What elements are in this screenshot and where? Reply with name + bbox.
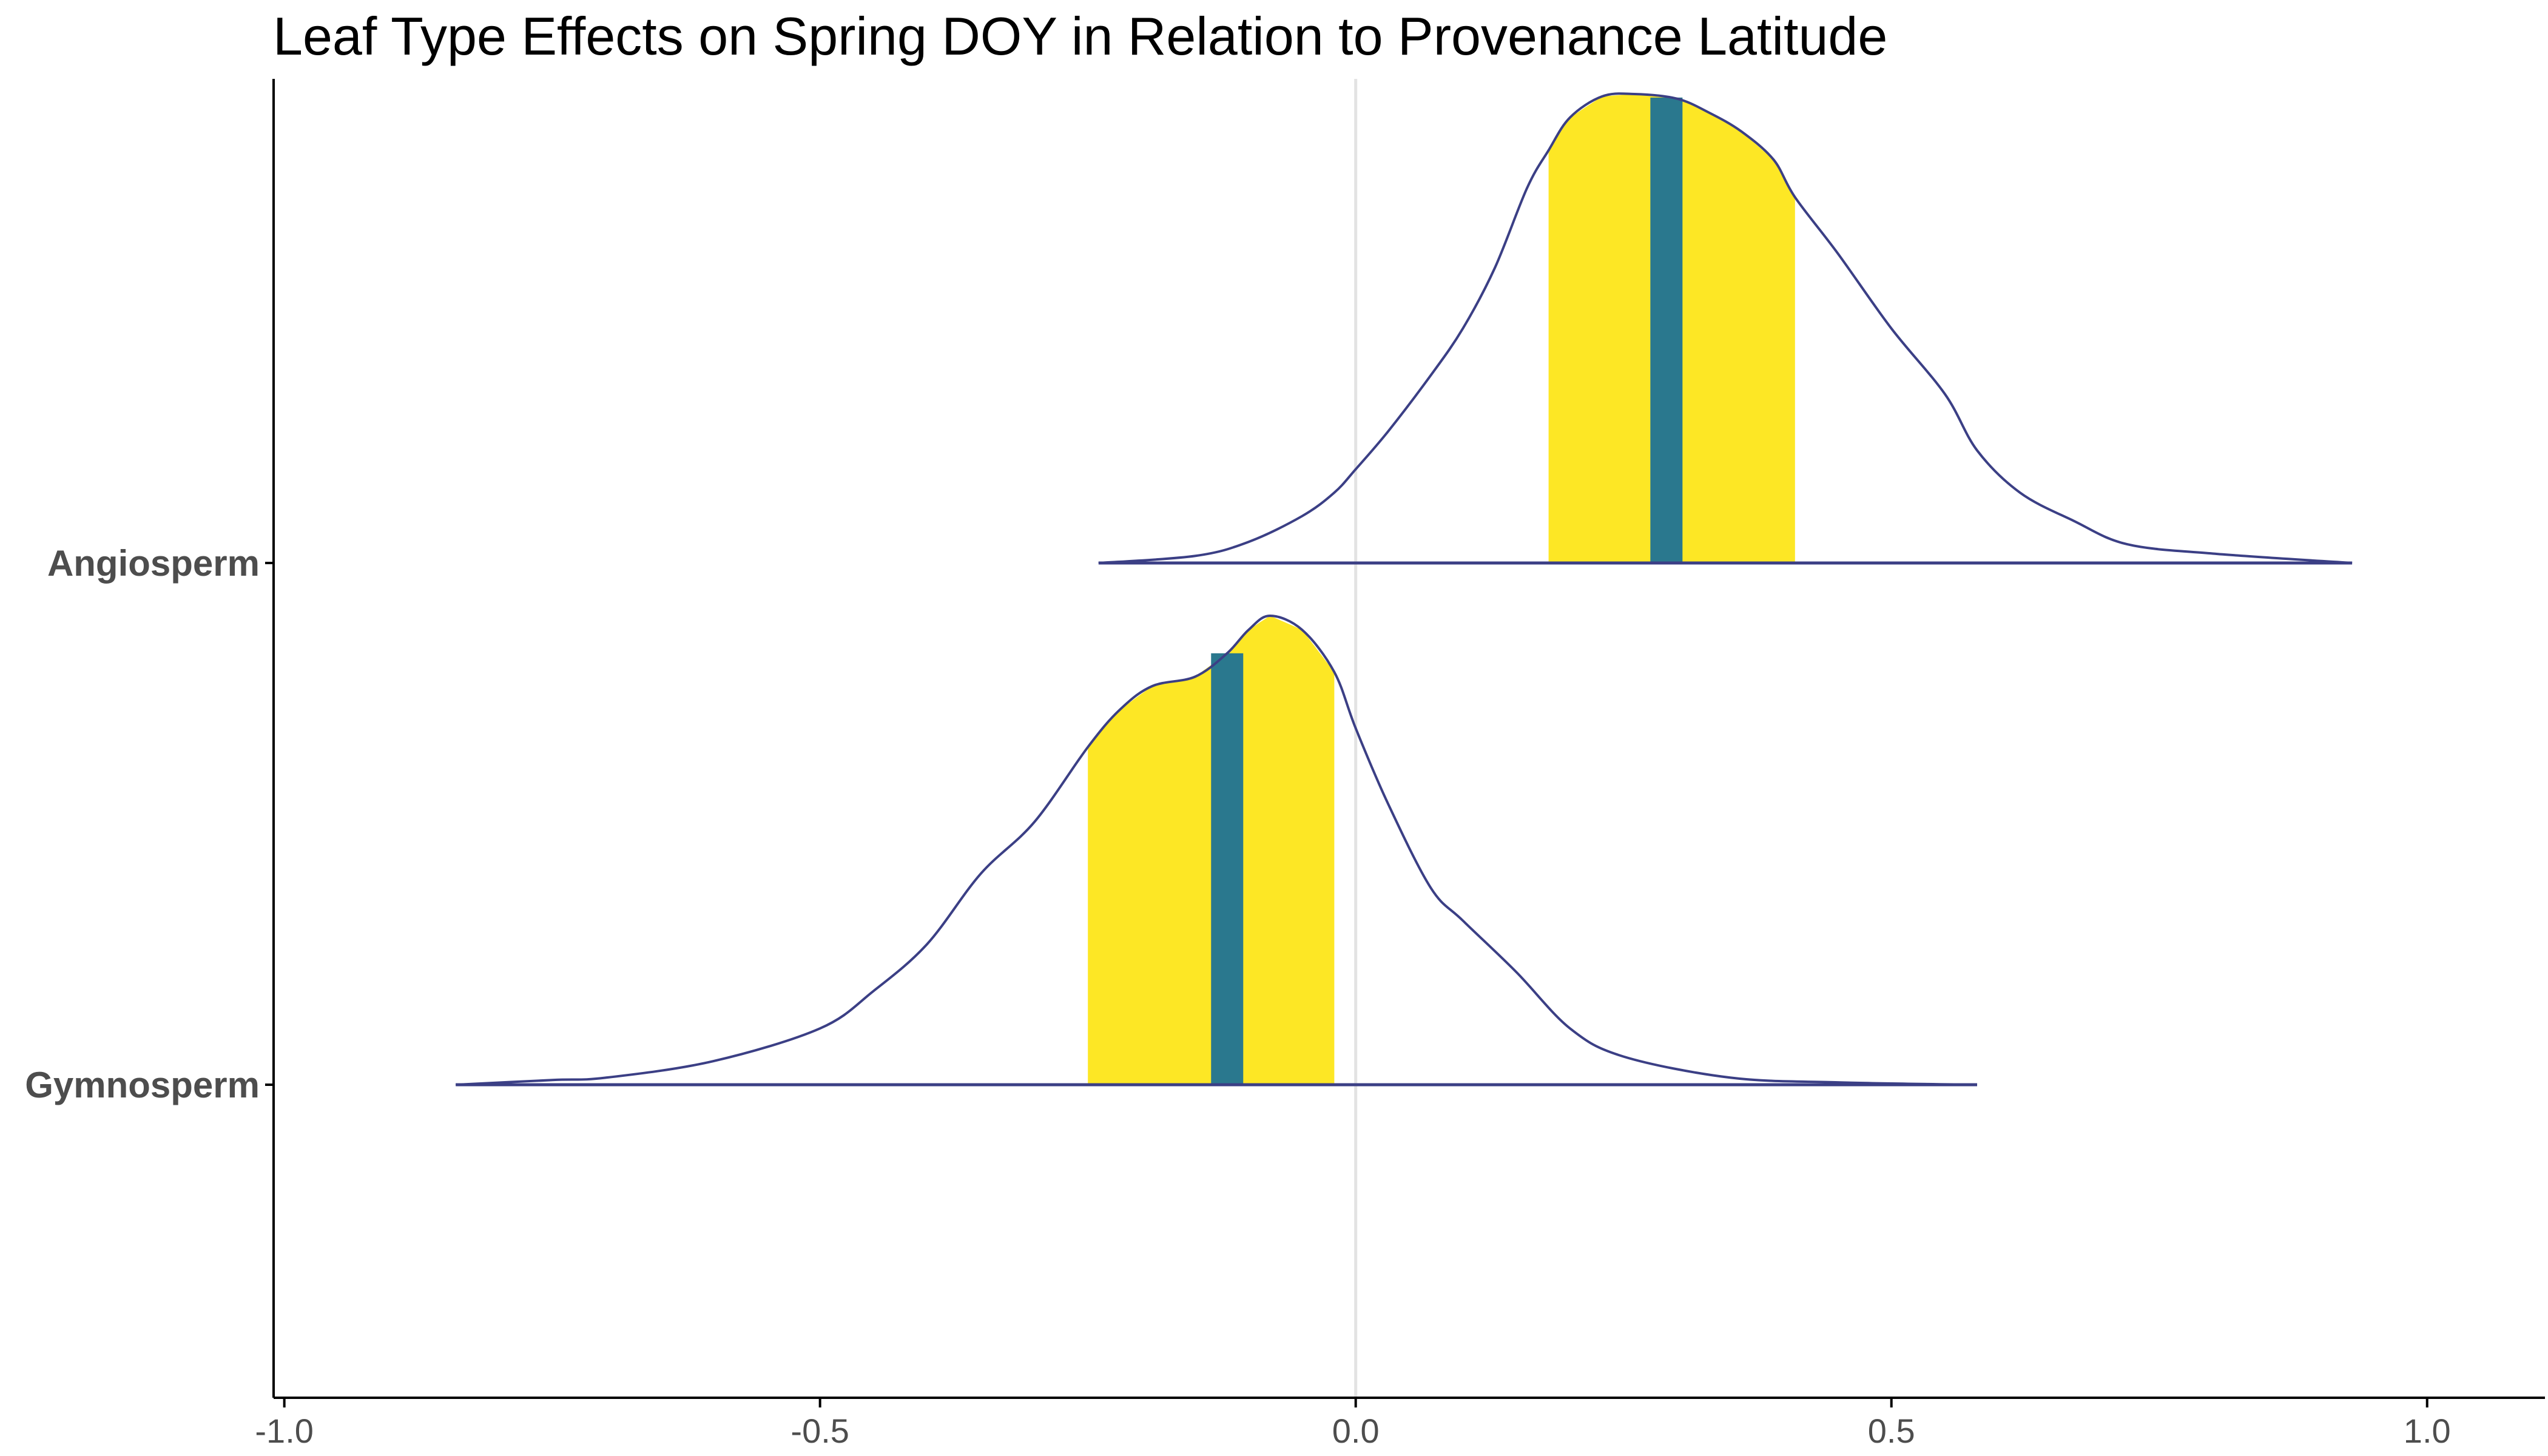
median-gymnosperm xyxy=(1211,653,1244,1085)
chart-title: Leaf Type Effects on Spring DOY in Relat… xyxy=(273,6,1887,66)
density-curve-angiosperm xyxy=(1098,92,2353,564)
x-tick-label-2: 0.0 xyxy=(1332,1412,1380,1450)
ridge-gymnosperm xyxy=(456,614,1978,1087)
median-angiosperm xyxy=(1650,97,1683,564)
x-tick-label-1: -0.5 xyxy=(790,1412,849,1450)
x-tick-label-3: 0.5 xyxy=(1868,1412,1915,1450)
ridge-angiosperm xyxy=(1098,92,2353,565)
y-axis-ticks: Angiosperm Gymnosperm xyxy=(25,543,274,1105)
ridges-group xyxy=(456,92,2353,1087)
x-axis-ticks: -1.0 -0.5 0.0 0.5 1.0 xyxy=(255,1398,2451,1450)
x-tick-label-4: 1.0 xyxy=(2404,1412,2451,1450)
y-label-gymnosperm: Gymnosperm xyxy=(25,1065,260,1105)
y-label-angiosperm: Angiosperm xyxy=(47,543,260,584)
x-tick-label-0: -1.0 xyxy=(255,1412,314,1450)
density-curve-gymnosperm xyxy=(456,614,1978,1086)
